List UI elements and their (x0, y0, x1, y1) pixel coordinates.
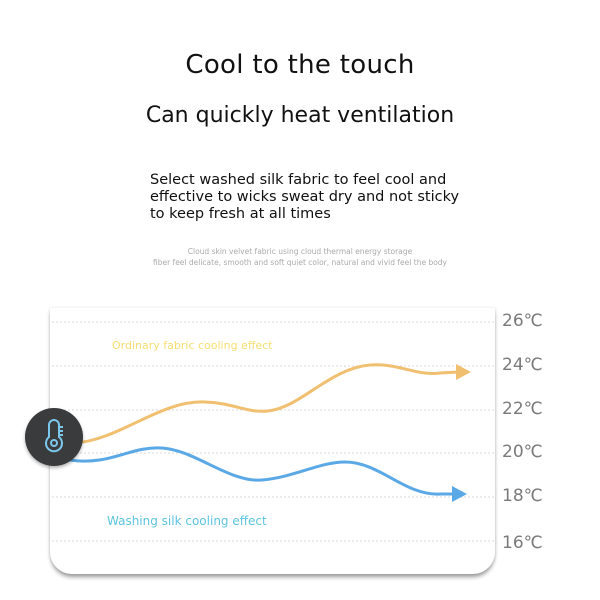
small-text-line-2: fiber feel delicate, smooth and soft qui… (152, 258, 447, 267)
silk-arrow-icon (452, 486, 467, 502)
ordinary-fabric-curve (73, 363, 460, 445)
ordinary-arrow-icon (456, 364, 471, 380)
temperature-card (50, 308, 495, 574)
ordinary-fabric-label: Ordinary fabric cooling effect (112, 339, 273, 352)
small-text-line-1: Cloud skin velvet fabric using cloud the… (187, 247, 413, 256)
description-text: Select washed silk fabric to feel cool a… (150, 172, 460, 222)
y-label-18: 18℃ (502, 486, 543, 506)
small-text: Cloud skin velvet fabric using cloud the… (0, 246, 600, 268)
y-label-24: 24℃ (502, 355, 543, 375)
y-label-22: 22℃ (502, 399, 543, 419)
page-subtitle: Can quickly heat ventilation (145, 103, 455, 128)
thermometer-icon (45, 419, 63, 453)
y-label-16: 16℃ (502, 533, 543, 553)
page-title: Cool to the touch (185, 50, 415, 80)
washing-silk-curve (68, 446, 457, 496)
y-label-20: 20℃ (502, 442, 543, 462)
y-label-26: 26℃ (502, 311, 543, 331)
thermometer-badge (25, 408, 83, 466)
washing-silk-label: Washing silk cooling effect (107, 514, 267, 528)
